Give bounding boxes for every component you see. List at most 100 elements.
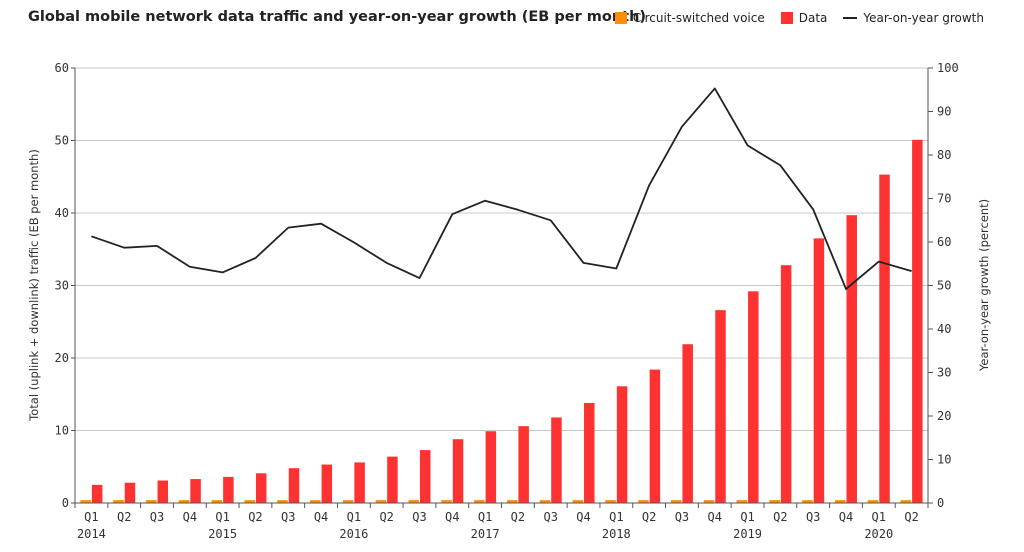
x-tick-label: Q2	[773, 510, 787, 524]
bar-data	[124, 482, 136, 503]
x-tick-label: Q2	[379, 510, 393, 524]
bar-data	[354, 462, 365, 503]
x-tick-label: Q2	[117, 510, 131, 524]
x-tick-label: Q3	[281, 510, 295, 524]
x-tick-label: Q3	[675, 510, 689, 524]
x-tick-label: Q4	[576, 510, 590, 524]
bar-data	[157, 480, 169, 503]
legend: Circuit-switched voice Data Year-on-year…	[599, 11, 984, 25]
x-year-label: 2015	[208, 527, 237, 541]
bar-data	[616, 386, 628, 503]
y-left-tick-label: 20	[55, 351, 69, 365]
x-tick-label: Q1	[215, 510, 229, 524]
bar-voice	[342, 500, 354, 503]
x-tick-label: Q3	[543, 510, 557, 524]
bar-voice	[670, 500, 682, 503]
bar-data	[649, 369, 661, 503]
bar-data	[91, 484, 103, 503]
y-axis-left-title: Total (uplink + downlink) traffic (EB pe…	[27, 149, 41, 422]
bar-data	[485, 431, 497, 503]
bar-voice	[506, 500, 518, 503]
bar-data	[452, 439, 464, 503]
growth-line-group	[91, 87, 912, 290]
y-right-tick-label: 50	[937, 279, 951, 293]
legend-item-growth: Year-on-year growth	[843, 11, 984, 25]
x-year-label: 2016	[339, 527, 368, 541]
bar-data	[846, 215, 857, 504]
x-tick-label: Q1	[347, 510, 361, 524]
legend-label-voice: Circuit-switched voice	[632, 11, 765, 25]
y-right-tick-label: 40	[937, 322, 951, 336]
x-tick-label: Q4	[314, 510, 328, 524]
gridlines	[75, 67, 928, 431]
y-right-tick-label: 100	[937, 61, 959, 75]
x-tick-label: Q3	[806, 510, 820, 524]
bar-voice	[178, 500, 190, 503]
y-axis-right-title: Year-on-year growth (percent)	[977, 199, 991, 372]
bar-voice	[113, 500, 124, 503]
bar-voice	[769, 500, 780, 503]
legend-item-data: Data	[780, 11, 827, 25]
legend-swatch-voice	[614, 12, 627, 24]
x-tick-label: Q3	[150, 510, 164, 524]
bar-voice	[80, 500, 91, 503]
bar-voice	[408, 500, 419, 503]
bar-voice	[277, 500, 288, 503]
y-left-tick-label: 50	[55, 134, 69, 148]
y-right-tick-label: 70	[937, 192, 951, 206]
x-tick-label: Q3	[412, 510, 426, 524]
bar-data	[748, 291, 759, 503]
x-tick-label: Q1	[609, 510, 623, 524]
x-year-label: 2018	[602, 527, 631, 541]
bar-voice	[867, 500, 879, 503]
x-year-label: 2014	[77, 527, 106, 541]
bar-voice	[605, 500, 616, 503]
bars	[80, 139, 923, 504]
bar-voice	[244, 500, 255, 503]
y-right-tick-label: 80	[937, 148, 951, 162]
x-tick-label: Q4	[445, 510, 459, 524]
bar-data	[288, 468, 300, 503]
x-tick-label: Q2	[904, 510, 918, 524]
y-left-tick-label: 60	[55, 61, 69, 75]
chart-title: Global mobile network data traffic and y…	[28, 9, 647, 25]
y-right-tick-label: 10	[937, 453, 951, 467]
bar-voice	[736, 500, 748, 503]
bar-data	[813, 238, 825, 503]
bar-voice	[834, 500, 846, 503]
bar-data	[879, 174, 890, 503]
bar-data	[715, 310, 726, 503]
x-tick-label: Q1	[84, 510, 98, 524]
axes: 0 10 20 30 40 50 60 0 10 20 30 40 50 60 70 80 90 100 Q1 Q2 Q…	[55, 61, 959, 541]
bar-voice	[638, 500, 649, 503]
y-left-tick-label: 0	[62, 496, 69, 510]
bar-data	[780, 265, 792, 503]
bar-data	[518, 426, 529, 503]
bar-data	[584, 402, 595, 503]
bar-data	[387, 456, 398, 503]
bar-voice	[375, 500, 387, 503]
bar-voice	[802, 500, 813, 503]
growth-line	[91, 87, 912, 290]
y-right-tick-label: 30	[937, 366, 951, 380]
bar-voice	[146, 500, 157, 503]
legend-label-growth: Year-on-year growth	[863, 11, 984, 25]
bar-data	[255, 473, 267, 503]
bar-voice	[703, 500, 715, 503]
bar-voice	[211, 500, 223, 503]
bar-voice	[441, 500, 452, 503]
y-right-tick-label: 90	[937, 105, 951, 119]
legend-swatch-growth	[843, 17, 858, 19]
bar-voice	[310, 500, 321, 503]
bar-data	[223, 476, 234, 503]
y-left-tick-label: 10	[55, 424, 69, 438]
y-right-tick-label: 0	[937, 496, 944, 510]
bar-data	[321, 464, 333, 503]
bar-data	[551, 417, 562, 503]
x-year-label: 2017	[471, 527, 500, 541]
legend-item-voice: Circuit-switched voice	[614, 11, 765, 25]
y-left-tick-label: 30	[55, 279, 69, 293]
x-tick-label: Q1	[872, 510, 886, 524]
x-tick-label: Q4	[839, 510, 853, 524]
